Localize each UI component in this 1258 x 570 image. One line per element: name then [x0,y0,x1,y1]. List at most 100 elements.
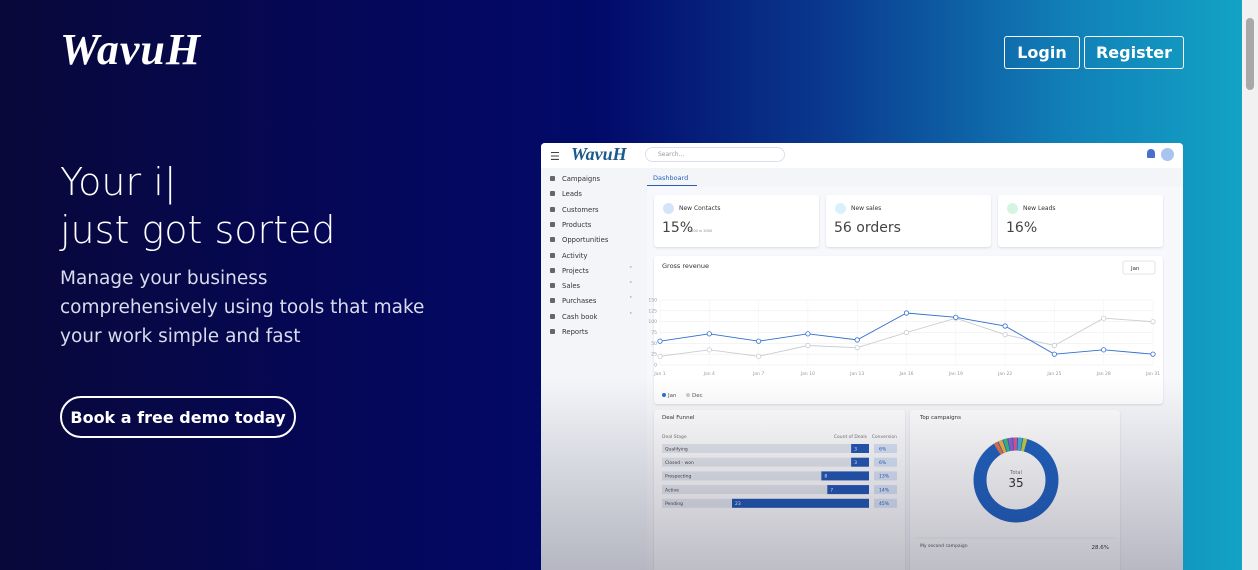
scrollbar[interactable] [1242,0,1258,570]
x-tick-label: Jan 7 [752,371,764,377]
point [903,329,910,336]
cta-button[interactable]: Book a free demo today [60,396,296,438]
donut-slice [998,439,1007,454]
conversion-label: 14% [879,487,890,493]
stage-label: Qualifying [665,446,688,452]
login-button[interactable]: Login [1004,36,1080,69]
y-tick-label: 50 [651,341,657,347]
menu-icon [550,237,555,243]
point [1101,347,1107,353]
point [706,347,712,353]
table-header: Count of Deals [834,434,868,440]
card [654,195,819,247]
stage-track [662,485,869,495]
menu-item[interactable]: Products [562,220,592,229]
legend-label: Jan [667,393,677,399]
campaign-name: My second campaign [920,543,968,549]
menu-item[interactable]: Sales [562,282,581,291]
dashboard-logo: WavuH [571,144,627,164]
y-tick-label: 150 [648,298,657,304]
menu-icon [550,283,555,289]
menu-chevron: ˆ [629,311,633,320]
menu-item[interactable]: Purchases [562,297,597,306]
campaign-value: 28.6% [1092,545,1109,551]
menu-icon [550,206,555,212]
x-tick-label: Jan 25 [1046,371,1061,377]
point [756,353,762,359]
x-tick-label: Jan 28 [1096,371,1111,377]
menu-item[interactable]: Leads [562,190,582,199]
point [1051,342,1058,349]
table-header: Conversion [872,434,897,440]
hero-subtitle: Manage your business comprehensively usi… [60,268,425,347]
dashboard-preview: ☰ WavuH Search... Dashboard Gross revenu… [541,143,1183,570]
legend-swatch [686,393,690,397]
x-tick-label: Jan 13 [849,371,864,377]
panel-title: Top campaigns [919,415,961,421]
menu-item[interactable]: Opportunities [562,236,609,245]
search-box[interactable]: Search... [645,147,785,162]
point [756,338,762,344]
revenue-panel [654,256,1163,404]
panel-title: Gross revenue [662,262,709,270]
x-tick-label: Jan 19 [948,371,963,377]
x-tick-label: Jan 31 [1145,371,1160,377]
conversion-cell [874,471,897,481]
conversion-label: 45% [879,501,890,507]
avatar[interactable] [1161,148,1174,161]
menu-icon [550,252,555,258]
menu-item[interactable]: Reports [562,328,589,336]
menu-item[interactable]: Campaigns [562,175,601,183]
count-label: 7 [830,487,833,493]
count-label: 8 [824,474,827,480]
menu-icon [550,298,555,304]
menu-icon [550,313,555,319]
card-label: New sales [851,205,882,212]
menu-chevron: ˆ [629,281,633,290]
menu-icon [550,191,555,197]
donut-total-label: Total [1009,470,1022,476]
menu-item[interactable]: Projects [562,266,589,275]
conversion-cell [874,498,897,508]
menu-chevron: ˆ [629,296,633,305]
menu-item[interactable]: Cash book [562,312,598,321]
funnel-bar [851,444,869,453]
card-icon [663,203,674,214]
card-label: New Contacts [679,205,721,212]
menu-icon [550,176,555,181]
register-button[interactable]: Register [1084,36,1184,69]
y-tick-label: 0 [654,363,657,369]
y-tick-label: 125 [648,308,657,314]
card-value: 56 orders [834,220,901,236]
stage-track [662,471,869,481]
point [854,337,860,343]
point [1002,332,1008,338]
hero-title: Your i| [60,160,177,204]
donut-slice [1007,437,1014,452]
tab-underline [647,185,697,186]
menu-item[interactable]: Activity [562,251,588,260]
card-note: 2500 in 2000 [689,229,713,233]
stage-track [662,444,869,453]
menu-icon [550,329,555,334]
hero-title: just got sorted [60,208,336,252]
point [1051,351,1058,357]
scrollbar-thumb[interactable] [1246,18,1254,90]
conversion-label: 6% [879,460,887,466]
point [657,338,663,344]
menu-item[interactable]: Customers [562,205,599,214]
donut-slice [1003,438,1010,452]
count-label: 3 [854,446,857,452]
point [1150,351,1156,357]
donut-slice [1020,438,1028,452]
point [953,314,959,320]
card-icon [835,203,846,214]
donut-total: 35 [1008,476,1023,490]
y-tick-label: 75 [651,330,657,336]
logo[interactable]: WavuH [60,25,202,74]
funnel-bar [851,457,869,467]
funnel-bar [732,498,869,508]
tab[interactable]: Dashboard [653,174,689,182]
bell-icon[interactable] [1147,149,1155,158]
select-box [1122,260,1156,275]
